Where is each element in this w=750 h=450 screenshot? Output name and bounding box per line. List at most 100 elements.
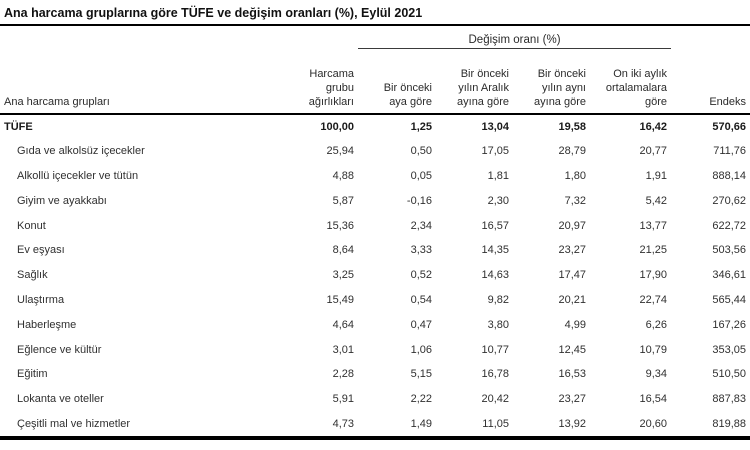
- table-row: Giyim ve ayakkabı 5,87 -0,16 2,30 7,32 5…: [0, 188, 750, 213]
- cell-yearly-change: 16,53: [558, 368, 586, 381]
- cell-since-december-change: 16,57: [481, 219, 509, 232]
- cell-weight: 8,64: [332, 244, 354, 257]
- cell-since-december-change: 20,42: [481, 393, 509, 406]
- cell-monthly-change: 0,50: [410, 145, 432, 158]
- table-row: Lokanta ve oteller 5,91 2,22 20,42 23,27…: [0, 387, 750, 412]
- cell-12month-average-change: 6,26: [645, 318, 668, 331]
- cell-weight: 25,94: [326, 145, 354, 158]
- spanner-spacer-right: [671, 26, 750, 48]
- group-label: Gıda ve alkolsüz içecekler: [17, 145, 145, 158]
- table-header: Değişim oranı (%) Ana harcama grupları H…: [0, 26, 750, 115]
- cell-12month-average-change: 17,90: [639, 269, 668, 282]
- cell-since-december-change: 17,05: [481, 145, 509, 158]
- cell-weight: 15,36: [326, 219, 354, 232]
- cell-since-december-change: 10,77: [481, 343, 509, 356]
- cell-since-december-change: 13,04: [481, 120, 509, 133]
- cell-12month-average-change: 1,91: [645, 169, 668, 182]
- cell-monthly-change: 1,25: [410, 120, 432, 133]
- cell-monthly-change: 5,15: [410, 368, 432, 381]
- cell-monthly-change: 2,34: [410, 219, 432, 232]
- column-header-row: Ana harcama grupları Harcama grubu ağırl…: [0, 48, 750, 115]
- cell-index: 622,72: [712, 219, 747, 232]
- spanner-spacer-left: [0, 26, 358, 48]
- cell-index: 887,83: [712, 393, 747, 406]
- cell-12month-average-change: 9,34: [645, 368, 668, 381]
- cell-index: 711,76: [713, 145, 747, 158]
- column-header-12month-average-change: On iki aylık ortalamalara göre: [590, 48, 672, 115]
- group-label: Konut: [17, 219, 46, 232]
- cell-since-december-change: 1,81: [487, 169, 509, 182]
- column-header-monthly-change: Bir önceki aya göre: [358, 48, 436, 115]
- cell-since-december-change: 9,82: [487, 293, 509, 306]
- cell-index: 565,44: [712, 293, 747, 306]
- cell-index: 503,56: [712, 244, 747, 257]
- cell-index: 270,62: [712, 194, 747, 207]
- cell-since-december-change: 3,80: [487, 318, 509, 331]
- cell-12month-average-change: 20,60: [639, 417, 668, 430]
- cell-yearly-change: 23,27: [558, 244, 586, 257]
- cell-yearly-change: 20,97: [558, 219, 586, 232]
- cell-weight: 3,01: [332, 343, 354, 356]
- cell-12month-average-change: 16,42: [639, 120, 668, 133]
- group-label: Eğlence ve kültür: [17, 343, 102, 356]
- table-row: Konut 15,36 2,34 16,57 20,97 13,77 622,7…: [0, 213, 750, 238]
- column-header-since-december-change: Bir önceki yılın Aralık ayına göre: [436, 48, 513, 115]
- cell-weight: 4,88: [332, 169, 354, 182]
- group-label: TÜFE: [4, 120, 33, 133]
- cell-yearly-change: 20,21: [558, 293, 586, 306]
- table-body: TÜFE 100,00 1,25 13,04 19,58 16,42 570,6…: [0, 114, 750, 436]
- column-header-groups: Ana harcama grupları: [0, 48, 262, 115]
- cell-yearly-change: 7,32: [564, 194, 586, 207]
- table-row: Eğitim 2,28 5,15 16,78 16,53 9,34 510,50: [0, 362, 750, 387]
- cell-12month-average-change: 5,42: [645, 194, 668, 207]
- cell-yearly-change: 17,47: [558, 269, 586, 282]
- cell-since-december-change: 2,30: [487, 194, 509, 207]
- column-header-yearly-change: Bir önceki yılın aynı ayına göre: [513, 48, 590, 115]
- group-label: Eğitim: [17, 368, 48, 381]
- cell-index: 570,66: [712, 120, 747, 133]
- table-bottom-rule: [0, 436, 750, 441]
- page-title: Ana harcama gruplarına göre TÜFE ve deği…: [0, 6, 750, 26]
- cell-yearly-change: 28,79: [558, 145, 586, 158]
- table-row: Eğlence ve kültür 3,01 1,06 10,77 12,45 …: [0, 337, 750, 362]
- cell-yearly-change: 4,99: [564, 318, 586, 331]
- cell-index: 888,14: [712, 169, 747, 182]
- group-label: Ev eşyası: [17, 244, 65, 257]
- tufe-table: Değişim oranı (%) Ana harcama grupları H…: [0, 26, 750, 436]
- cell-monthly-change: 0,52: [410, 269, 432, 282]
- cell-monthly-change: 0,47: [410, 318, 432, 331]
- group-label: Lokanta ve oteller: [17, 393, 104, 406]
- table-row: Haberleşme 4,64 0,47 3,80 4,99 6,26 167,…: [0, 312, 750, 337]
- cell-monthly-change: 0,54: [410, 293, 432, 306]
- group-label: Haberleşme: [17, 318, 77, 331]
- column-header-weights: Harcama grubu ağırlıkları: [262, 48, 358, 115]
- cell-12month-average-change: 21,25: [639, 244, 668, 257]
- cell-12month-average-change: 22,74: [639, 293, 668, 306]
- table-row: Ev eşyası 8,64 3,33 14,35 23,27 21,25 50…: [0, 238, 750, 263]
- cell-weight: 5,91: [332, 393, 354, 406]
- cell-since-december-change: 14,35: [481, 244, 509, 257]
- cell-12month-average-change: 16,54: [639, 393, 668, 406]
- cell-weight: 2,28: [332, 368, 354, 381]
- cell-index: 346,61: [712, 269, 747, 282]
- cell-monthly-change: 2,22: [410, 393, 432, 406]
- cell-weight: 4,64: [332, 318, 354, 331]
- cell-weight: 100,00: [320, 120, 354, 133]
- cell-monthly-change: 1,06: [410, 343, 432, 356]
- cell-since-december-change: 11,05: [482, 417, 509, 430]
- cell-index: 510,50: [712, 368, 747, 381]
- cell-monthly-change: 1,49: [410, 417, 432, 430]
- cell-since-december-change: 16,78: [481, 368, 509, 381]
- group-label: Giyim ve ayakkabı: [17, 194, 107, 207]
- table-row: Alkollü içecekler ve tütün 4,88 0,05 1,8…: [0, 164, 750, 189]
- group-label: Sağlık: [17, 269, 48, 282]
- cell-weight: 4,73: [332, 417, 354, 430]
- spanner-row: Değişim oranı (%): [0, 26, 750, 49]
- cell-12month-average-change: 20,77: [639, 145, 668, 158]
- table-row: Sağlık 3,25 0,52 14,63 17,47 17,90 346,6…: [0, 263, 750, 288]
- table-row: Çeşitli mal ve hizmetler 4,73 1,49 11,05…: [0, 412, 750, 437]
- group-label: Alkollü içecekler ve tütün: [17, 169, 139, 182]
- table-row: TÜFE 100,00 1,25 13,04 19,58 16,42 570,6…: [0, 114, 750, 139]
- cell-weight: 3,25: [332, 269, 354, 282]
